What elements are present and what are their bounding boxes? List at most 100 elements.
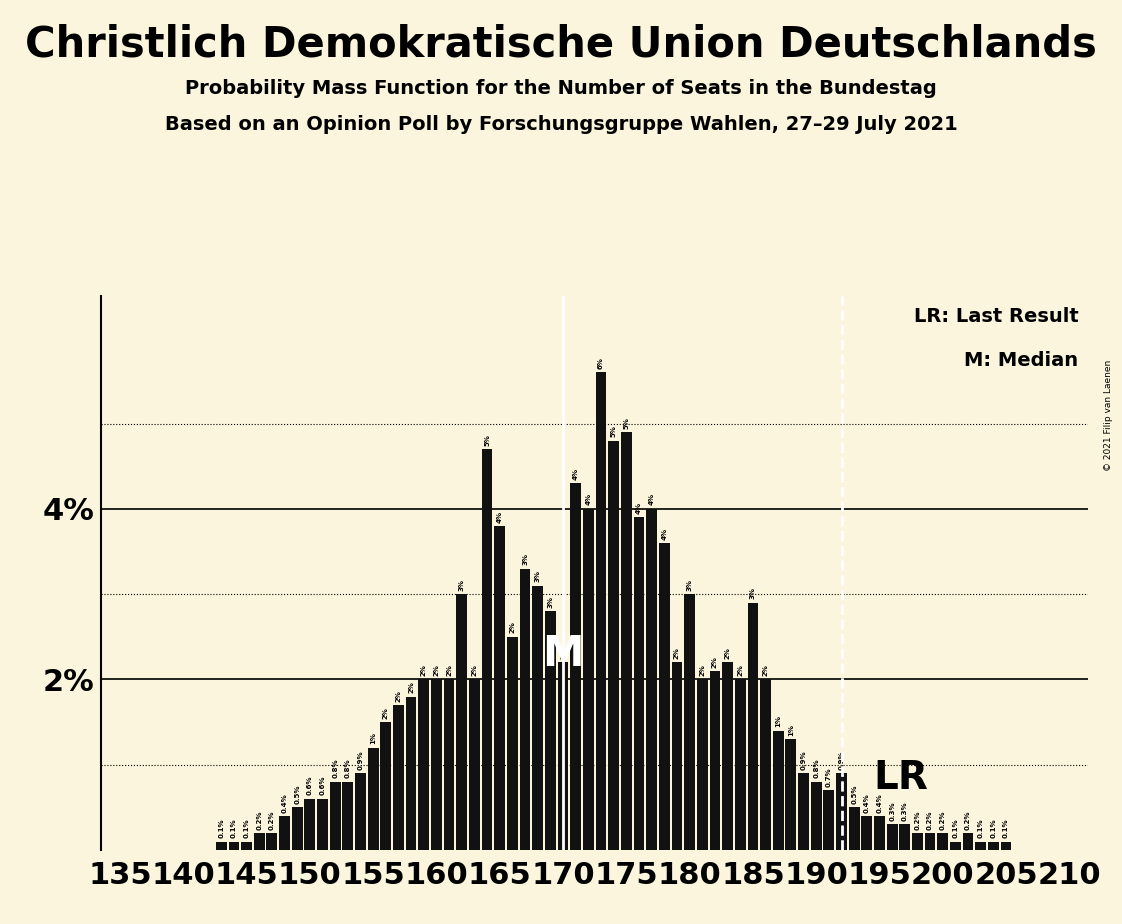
Bar: [620, 432, 632, 850]
Bar: [785, 739, 797, 850]
Text: 2%: 2%: [699, 664, 706, 676]
Text: LR: Last Result: LR: Last Result: [913, 307, 1078, 326]
Bar: [836, 773, 847, 850]
Text: 0.3%: 0.3%: [889, 801, 895, 821]
Bar: [848, 808, 859, 850]
Text: 0.2%: 0.2%: [914, 810, 920, 830]
Text: 4%: 4%: [649, 493, 654, 505]
Text: 0.8%: 0.8%: [332, 759, 338, 778]
Text: 0.3%: 0.3%: [902, 801, 908, 821]
Bar: [481, 449, 493, 850]
Text: 2%: 2%: [433, 664, 440, 676]
Text: 0.2%: 0.2%: [965, 810, 971, 830]
Text: 4%: 4%: [636, 502, 642, 514]
Bar: [646, 509, 657, 850]
Text: 3%: 3%: [459, 578, 465, 590]
Bar: [735, 679, 746, 850]
Bar: [761, 679, 771, 850]
Text: 0.4%: 0.4%: [876, 793, 883, 812]
Text: 0.1%: 0.1%: [231, 819, 237, 838]
Bar: [254, 833, 265, 850]
Bar: [368, 748, 378, 850]
Bar: [886, 824, 898, 850]
Bar: [229, 842, 239, 850]
Text: 4%: 4%: [572, 468, 579, 480]
Bar: [937, 833, 948, 850]
Bar: [697, 679, 708, 850]
Bar: [747, 602, 758, 850]
Text: 3%: 3%: [687, 578, 692, 590]
Text: 2%: 2%: [447, 664, 452, 676]
Text: 5%: 5%: [624, 417, 629, 429]
Text: 4%: 4%: [661, 528, 668, 540]
Bar: [355, 773, 366, 850]
Bar: [215, 842, 227, 850]
Bar: [862, 816, 872, 850]
Bar: [469, 679, 480, 850]
Bar: [684, 594, 695, 850]
Text: 2%: 2%: [763, 664, 769, 676]
Text: Based on an Opinion Poll by Forschungsgruppe Wahlen, 27–29 July 2021: Based on an Opinion Poll by Forschungsgr…: [165, 116, 957, 135]
Bar: [519, 568, 531, 850]
Bar: [267, 833, 277, 850]
Bar: [330, 782, 341, 850]
Bar: [723, 663, 733, 850]
Bar: [342, 782, 353, 850]
Bar: [495, 526, 505, 850]
Text: 3%: 3%: [749, 588, 756, 600]
Text: 2%: 2%: [383, 707, 389, 719]
Text: 0.1%: 0.1%: [243, 819, 249, 838]
Text: 0.1%: 0.1%: [977, 819, 984, 838]
Bar: [545, 612, 555, 850]
Text: 0.2%: 0.2%: [927, 810, 934, 830]
Text: 2%: 2%: [421, 664, 426, 676]
Bar: [279, 816, 289, 850]
Text: 0.4%: 0.4%: [864, 793, 870, 812]
Text: 0.8%: 0.8%: [813, 759, 819, 778]
Bar: [570, 483, 581, 850]
Text: 6%: 6%: [598, 358, 604, 369]
Text: 2%: 2%: [674, 647, 680, 659]
Text: 4%: 4%: [497, 510, 503, 523]
Text: 0.9%: 0.9%: [800, 750, 807, 770]
Text: 0.2%: 0.2%: [940, 810, 946, 830]
Text: Christlich Demokratische Union Deutschlands: Christlich Demokratische Union Deutschla…: [25, 23, 1097, 65]
Text: Probability Mass Function for the Number of Seats in the Bundestag: Probability Mass Function for the Number…: [185, 79, 937, 98]
Bar: [380, 723, 392, 850]
Text: 2%: 2%: [408, 681, 414, 693]
Bar: [304, 799, 315, 850]
Text: 0.9%: 0.9%: [358, 750, 364, 770]
Text: 3%: 3%: [548, 596, 553, 608]
Bar: [507, 637, 517, 850]
Bar: [900, 824, 910, 850]
Text: 2%: 2%: [737, 664, 743, 676]
Text: 2%: 2%: [712, 656, 718, 667]
Text: 0.5%: 0.5%: [294, 784, 301, 804]
Text: 2%: 2%: [395, 690, 402, 701]
Bar: [443, 679, 454, 850]
Bar: [798, 773, 809, 850]
Text: 0.5%: 0.5%: [852, 784, 857, 804]
Text: 2%: 2%: [725, 647, 730, 659]
Text: 0.6%: 0.6%: [320, 776, 325, 796]
Text: LR: LR: [873, 759, 928, 796]
Bar: [975, 842, 986, 850]
Bar: [318, 799, 328, 850]
Bar: [824, 790, 835, 850]
Text: 3%: 3%: [535, 570, 541, 582]
Text: 2%: 2%: [509, 622, 515, 634]
Text: © 2021 Filip van Laenen: © 2021 Filip van Laenen: [1104, 360, 1113, 471]
Bar: [709, 671, 720, 850]
Text: M: Median: M: Median: [964, 351, 1078, 371]
Text: 0.9%: 0.9%: [838, 750, 845, 770]
Text: 0.2%: 0.2%: [256, 810, 263, 830]
Text: M: M: [542, 633, 583, 675]
Bar: [672, 663, 682, 850]
Bar: [393, 705, 404, 850]
Bar: [912, 833, 922, 850]
Bar: [874, 816, 885, 850]
Bar: [773, 731, 783, 850]
Text: 3%: 3%: [522, 553, 528, 565]
Text: 0.1%: 0.1%: [991, 819, 996, 838]
Bar: [596, 372, 606, 850]
